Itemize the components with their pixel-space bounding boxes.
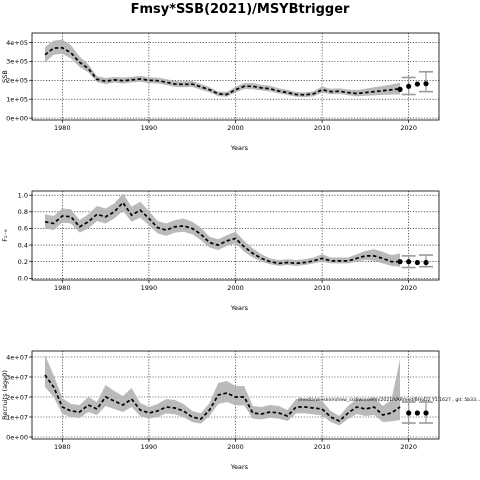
x-tick-label: 2020 xyxy=(400,443,417,451)
x-tick-label: 2000 xyxy=(227,124,244,132)
y-tick-label: 0.2 xyxy=(18,258,28,266)
projection-point xyxy=(406,410,412,416)
x-tick-label: 2020 xyxy=(400,284,417,292)
y-tick-label: 3e+07 xyxy=(6,373,28,381)
chart-panels: 1980 1990 2000 2010 2020 0e+00 1e+05 2e+05 3e+05… xyxy=(1,32,480,471)
y-tick-label: 2e+05 xyxy=(6,77,28,85)
y-tick-label: 4e+07 xyxy=(6,353,28,361)
projection-point xyxy=(423,259,429,266)
confidence-band xyxy=(44,39,401,98)
y-tick-label: 1e+07 xyxy=(6,413,28,421)
x-tick-label: 1990 xyxy=(141,284,158,292)
y-tick-label: 0.0 xyxy=(18,275,28,283)
chart-panel-1: 1980 1990 2000 2010 2020 0e+00 1e+05 2e+05 3e+05… xyxy=(1,32,440,152)
x-tick-label: 2010 xyxy=(314,284,331,292)
y-axis-label: F₂₋₆ xyxy=(1,229,9,242)
x-tick-label: 1990 xyxy=(141,124,158,132)
projection-point xyxy=(406,83,412,89)
y-tick-label: 1.0 xyxy=(18,191,28,199)
figure-title: Fmsy*SSB(2021)/MSYBtrigger xyxy=(131,2,350,17)
y-tick-label: 0e+00 xyxy=(6,114,28,122)
y-tick-label: 0.4 xyxy=(18,241,28,249)
x-axis-label: Years xyxy=(230,463,249,471)
estimate-line xyxy=(44,46,401,96)
y-tick-label: 0.8 xyxy=(18,208,28,216)
x-tick-label: 1990 xyxy=(141,443,158,451)
x-tick-label: 2000 xyxy=(227,284,244,292)
x-tick-label: 1980 xyxy=(54,124,71,132)
projection-point xyxy=(406,259,412,265)
projection-point xyxy=(414,259,420,266)
y-tick-label: 0e+00 xyxy=(6,433,28,441)
projection-point xyxy=(414,410,420,416)
x-tick-label: 1980 xyxy=(54,443,71,451)
projection-point xyxy=(397,86,403,92)
x-tick-label: 2010 xyxy=(314,124,331,132)
y-axis-label: Recruits (age0) xyxy=(1,370,9,420)
x-tick-label: 2010 xyxy=(314,443,331,451)
y-tick-label: 2e+07 xyxy=(6,393,28,401)
estimate-line xyxy=(44,201,401,265)
x-tick-label: 2020 xyxy=(400,124,417,132)
y-tick-label: 3e+05 xyxy=(6,58,28,66)
projection-point xyxy=(423,410,429,416)
y-axis-label: SSB xyxy=(1,70,9,83)
chart-panel-3: 1980 1990 2000 2010 2020 0e+00 1e+07 2e+07 3e+07… xyxy=(1,350,480,471)
y-tick-label: 1e+05 xyxy=(6,95,28,103)
y-tick-label: 0.6 xyxy=(18,225,28,233)
projection-point xyxy=(423,81,429,87)
source-annotation: /media/wiesenm/new_ssd/wiesenm/2021/VARm… xyxy=(298,397,480,403)
confidence-band xyxy=(44,193,401,267)
x-axis-label: Years xyxy=(230,144,249,152)
x-tick-label: 2000 xyxy=(227,443,244,451)
y-tick-label: 4e+05 xyxy=(6,39,28,47)
chart-panel-2: 1980 1990 2000 2010 2020 0.0 0.2 0.4 0.6 0.8 1.0 Ye… xyxy=(1,190,440,312)
projection-point xyxy=(414,81,420,87)
projection-point xyxy=(397,259,403,265)
x-axis-label: Years xyxy=(230,304,249,312)
x-tick-label: 1980 xyxy=(54,284,71,292)
